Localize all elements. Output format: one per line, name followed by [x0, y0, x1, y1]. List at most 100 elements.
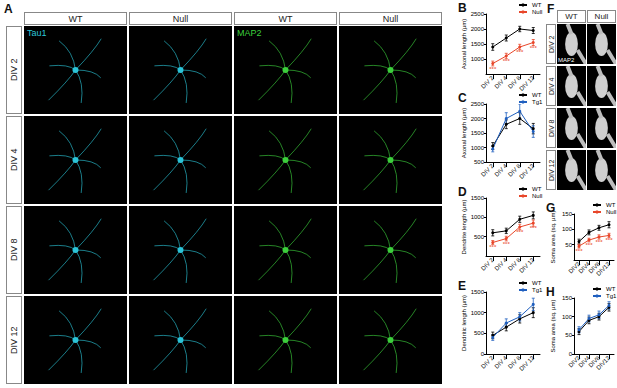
svg-text:D: D [458, 185, 467, 199]
svg-text:Axonal length (µm): Axonal length (µm) [461, 19, 467, 69]
svg-text:DIV 12: DIV 12 [518, 256, 536, 274]
svg-text:1000: 1000 [471, 214, 485, 220]
svg-text:Tg1: Tg1 [532, 99, 543, 105]
svg-text:DIV 4: DIV 4 [494, 74, 509, 89]
svg-text:DIV 8: DIV 8 [507, 256, 522, 272]
svg-text:DIV2: DIV2 [567, 260, 582, 275]
svg-text:0: 0 [569, 351, 573, 357]
svg-text:DIV 4: DIV 4 [494, 162, 509, 177]
svg-text:DIV8: DIV8 [587, 354, 602, 369]
html-text:DIV 12: DIV 12 [9, 326, 19, 354]
svg-text:***: *** [516, 229, 524, 235]
svg-text:E: E [458, 279, 466, 293]
svg-text:DIV12: DIV12 [595, 354, 611, 370]
svg-text:DIV 4: DIV 4 [494, 256, 509, 271]
svg-text:150: 150 [562, 211, 573, 217]
svg-text:DIV 12: DIV 12 [518, 74, 536, 92]
svg-text:Soma area (sq. µm): Soma area (sq. µm) [550, 210, 556, 263]
svg-text:DIV8: DIV8 [587, 260, 602, 275]
svg-text:2500: 2500 [471, 101, 485, 107]
svg-text:1500: 1500 [471, 195, 485, 201]
svg-text:DIV 12: DIV 12 [518, 354, 536, 372]
svg-text:1000: 1000 [471, 56, 485, 62]
svg-text:DIV4: DIV4 [577, 260, 592, 275]
svg-text:1000: 1000 [471, 310, 485, 316]
svg-text:100: 100 [562, 226, 573, 232]
html-text:DIV 4: DIV 4 [547, 77, 555, 95]
svg-text:500: 500 [474, 330, 485, 336]
svg-text:***: *** [585, 242, 593, 248]
svg-text:WT: WT [606, 202, 616, 208]
svg-text:WT: WT [532, 2, 542, 8]
svg-text:Dendritic length (µm): Dendritic length (µm) [461, 295, 467, 351]
svg-text:Axonal length (µm): Axonal length (µm) [461, 108, 467, 158]
svg-text:DIV 2: DIV 2 [480, 162, 495, 177]
svg-text:WT: WT [532, 280, 542, 286]
html-text:Null: Null [594, 12, 609, 21]
svg-text:500: 500 [474, 234, 485, 240]
svg-text:DIV 8: DIV 8 [507, 162, 522, 178]
html-text:F: F [547, 2, 555, 16]
svg-text:DIV 4: DIV 4 [494, 354, 509, 369]
svg-text:***: *** [516, 49, 524, 55]
svg-text:1000: 1000 [471, 145, 485, 151]
html-text:MAP2: MAP2 [237, 28, 262, 38]
svg-text:G: G [546, 201, 556, 215]
svg-text:***: *** [489, 244, 497, 250]
html-text:Null: Null [172, 13, 189, 24]
svg-text:150: 150 [562, 295, 573, 301]
svg-text:DIV 8: DIV 8 [507, 74, 522, 90]
svg-text:DIV 2: DIV 2 [480, 354, 495, 369]
svg-text:2500: 2500 [471, 11, 485, 17]
html-text:DIV 8: DIV 8 [547, 119, 555, 137]
svg-text:Null: Null [532, 9, 542, 15]
svg-text:***: *** [605, 237, 613, 243]
svg-text:***: *** [503, 241, 511, 247]
svg-text:2000: 2000 [471, 26, 485, 32]
svg-text:Soma area (sq. µm): Soma area (sq. µm) [550, 299, 556, 352]
svg-text:100: 100 [562, 314, 573, 320]
svg-text:Tg1: Tg1 [606, 293, 617, 299]
svg-text:500: 500 [474, 159, 485, 165]
svg-text:WT: WT [532, 92, 542, 98]
svg-text:DIV 8: DIV 8 [507, 354, 522, 370]
svg-text:DIV 2: DIV 2 [480, 256, 495, 271]
svg-text:Tg1: Tg1 [532, 287, 543, 293]
html-text:WT: WT [565, 12, 578, 21]
svg-text:Dendrite length (µm): Dendrite length (µm) [461, 200, 467, 255]
html-text:DIV 2: DIV 2 [9, 58, 19, 82]
html-text:WT: WT [278, 13, 293, 24]
svg-text:DIV 2: DIV 2 [480, 74, 495, 89]
svg-text:1500: 1500 [471, 130, 485, 136]
svg-text:***: *** [595, 239, 603, 245]
html-text:A: A [4, 2, 13, 16]
html-text:DIV 2: DIV 2 [547, 35, 555, 53]
svg-text:H: H [546, 285, 555, 299]
html-text:DIV 8: DIV 8 [9, 238, 19, 262]
html-text:DIV 4: DIV 4 [9, 148, 19, 172]
svg-text:Null: Null [606, 209, 616, 215]
html-text:Tau1: Tau1 [27, 28, 47, 38]
svg-text:Null: Null [532, 193, 542, 199]
svg-text:***: *** [575, 248, 583, 254]
svg-text:B: B [458, 1, 467, 15]
svg-text:***: *** [489, 66, 497, 72]
svg-text:DIV2: DIV2 [567, 354, 582, 369]
svg-text:DIV12: DIV12 [595, 260, 611, 276]
html-text:WT: WT [68, 13, 83, 24]
html-text:Null: Null [382, 13, 399, 24]
svg-text:C: C [458, 91, 467, 105]
svg-text:***: *** [530, 45, 538, 51]
svg-text:50: 50 [565, 242, 572, 248]
svg-text:***: *** [503, 58, 511, 64]
svg-text:1500: 1500 [471, 41, 485, 47]
svg-text:DIV 12: DIV 12 [518, 162, 536, 180]
svg-text:WT: WT [606, 286, 616, 292]
svg-text:1500: 1500 [471, 289, 485, 295]
svg-text:DIV4: DIV4 [577, 354, 592, 369]
svg-text:0: 0 [481, 351, 485, 357]
svg-text:50: 50 [565, 332, 572, 338]
svg-text:WT: WT [532, 186, 542, 192]
svg-text:***: *** [530, 225, 538, 231]
svg-text:2000: 2000 [471, 116, 485, 122]
